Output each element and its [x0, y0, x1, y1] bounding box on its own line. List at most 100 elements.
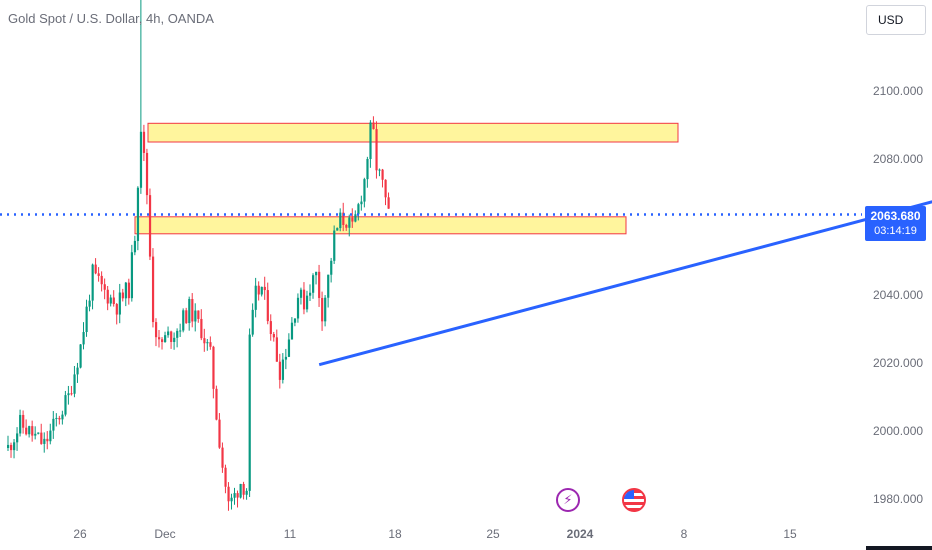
- candle-body: [221, 447, 224, 468]
- candle-body: [176, 330, 179, 338]
- candle-body: [197, 310, 200, 319]
- candle-body: [173, 337, 176, 342]
- candle-body: [76, 367, 79, 375]
- candle: [260, 286, 263, 297]
- candle: [248, 328, 251, 498]
- candle: [305, 290, 309, 313]
- candle: [333, 225, 336, 264]
- candle-body: [387, 197, 390, 209]
- candle: [360, 195, 363, 211]
- candle: [384, 179, 387, 206]
- candle: [154, 318, 158, 347]
- candle-body: [79, 344, 82, 368]
- candle-body: [37, 432, 40, 434]
- candle-body: [369, 122, 372, 159]
- candle-body: [85, 306, 88, 333]
- candle-body: [58, 417, 61, 420]
- candle: [100, 271, 103, 292]
- candle: [130, 244, 134, 302]
- candle-body: [154, 322, 158, 338]
- candle-body: [215, 388, 218, 420]
- candle: [10, 442, 13, 458]
- candle-body: [179, 330, 182, 332]
- candle-body: [284, 356, 288, 360]
- candle-body: [94, 264, 97, 274]
- currency-button[interactable]: USD: [866, 5, 926, 35]
- candle-body: [22, 414, 25, 428]
- candle: [203, 328, 206, 352]
- candle-body: [46, 438, 49, 442]
- candle: [76, 362, 79, 383]
- candle-body: [206, 342, 209, 344]
- candle: [91, 263, 94, 310]
- candle-body: [263, 286, 266, 291]
- candle: [299, 287, 303, 305]
- candle-body: [182, 310, 185, 331]
- candle-body: [372, 122, 375, 130]
- candle: [106, 286, 109, 311]
- candle: [293, 318, 297, 327]
- candle: [37, 432, 40, 435]
- candle: [13, 438, 16, 459]
- candle-body: [287, 339, 291, 357]
- candle: [351, 208, 354, 228]
- candle-body: [327, 274, 330, 298]
- candle-body: [161, 339, 164, 343]
- candle-body: [321, 297, 324, 322]
- candle: [28, 425, 31, 438]
- candle-body: [245, 490, 248, 495]
- candle-body: [366, 158, 369, 180]
- x-tick-label: 18: [388, 527, 402, 541]
- candle-body: [251, 309, 254, 335]
- trend-path: [318, 200, 932, 367]
- candle-body: [40, 432, 43, 444]
- candle: [182, 308, 185, 333]
- candle: [118, 283, 121, 324]
- candle-body: [100, 275, 103, 285]
- candle-body: [13, 442, 16, 451]
- candle: [127, 278, 130, 305]
- candle-body: [239, 483, 242, 498]
- candle-body: [200, 318, 203, 339]
- candle-body: [106, 289, 109, 304]
- candle: [200, 309, 203, 341]
- bar-countdown: 03:14:19: [874, 225, 917, 237]
- candle: [164, 331, 167, 343]
- candle-body: [121, 292, 124, 299]
- candle: [61, 410, 64, 425]
- candle: [378, 168, 381, 177]
- axis-scale-handle[interactable]: [866, 546, 932, 550]
- candle: [227, 482, 230, 511]
- candle: [49, 423, 52, 445]
- candle-body: [203, 338, 206, 344]
- candle: [315, 271, 318, 285]
- candle-body: [272, 334, 275, 338]
- candle-body: [112, 297, 115, 305]
- candle-body: [61, 414, 64, 420]
- candle-body: [185, 310, 188, 324]
- candle: [312, 273, 315, 299]
- candle-body: [260, 286, 263, 295]
- candle: [387, 192, 390, 209]
- candle: [309, 284, 312, 302]
- us-flag-icon[interactable]: [622, 488, 646, 512]
- y-tick-label: 2080.000: [873, 152, 923, 166]
- candle-body: [34, 433, 37, 436]
- candle-body: [345, 224, 348, 228]
- candle-body: [312, 275, 315, 293]
- candle-body: [360, 201, 363, 205]
- candle: [233, 487, 236, 505]
- candle: [209, 336, 212, 350]
- candle-body: [333, 230, 336, 261]
- candle: [191, 293, 194, 328]
- candle-body: [10, 444, 13, 451]
- candle-body: [336, 228, 339, 231]
- candle: [25, 419, 28, 436]
- candle: [40, 423, 43, 445]
- candle-body: [52, 418, 55, 431]
- candle: [375, 121, 378, 179]
- candle-body: [139, 131, 143, 188]
- lightning-bolt-icon[interactable]: ⚡: [556, 488, 580, 512]
